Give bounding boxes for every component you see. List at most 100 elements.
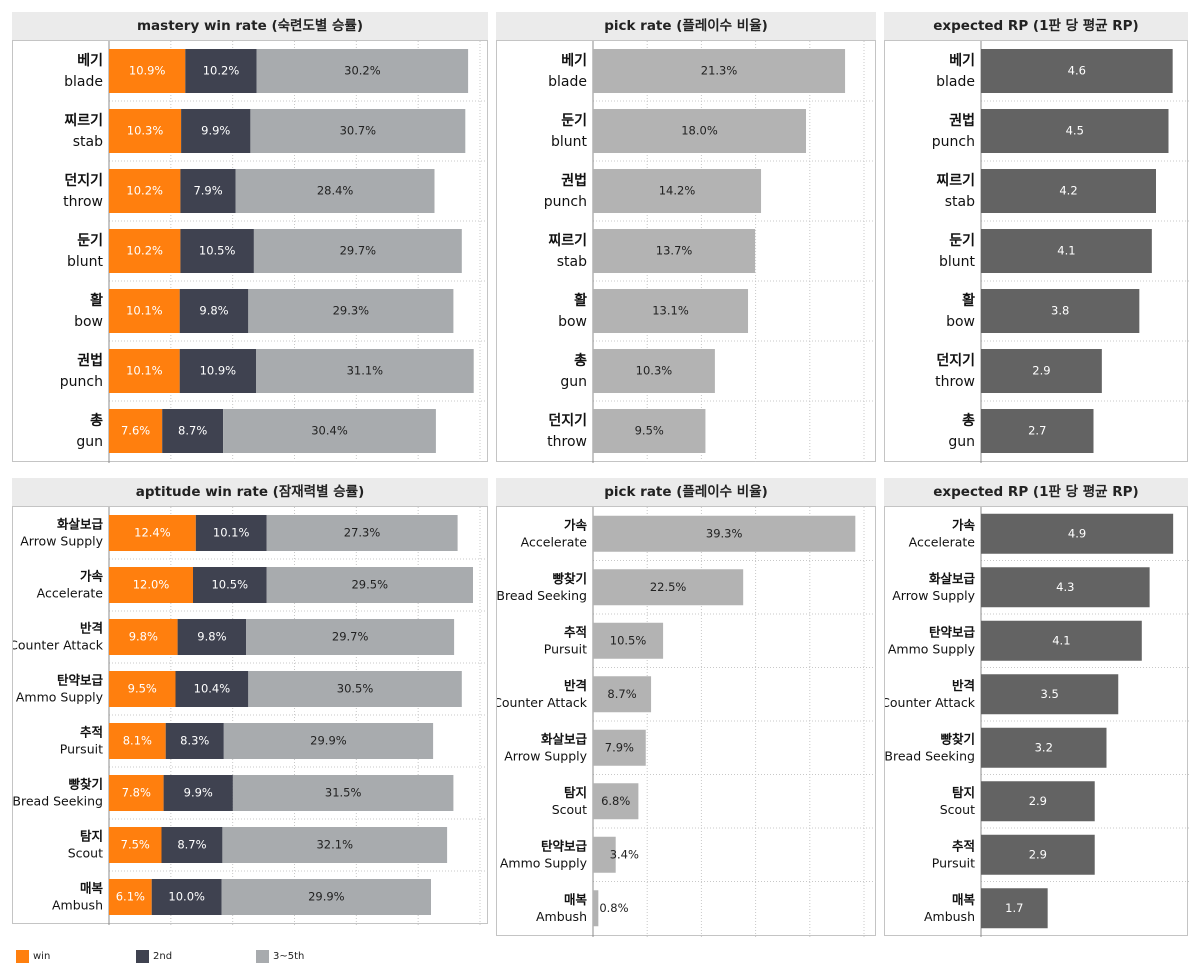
data-label-win-ambush: 6.1%	[116, 890, 145, 904]
weapon-expected-rp-plot: 베기 blade 4.6 권법 punch 4.5 찌르기 stab 4.2 둔기 blunt 4.1…	[932, 41, 1189, 463]
data-label-win-stab: 10.3%	[127, 124, 164, 138]
bar-blade	[981, 49, 1173, 93]
category-label-en-blunt: blunt	[551, 134, 588, 150]
bar-throw	[593, 409, 706, 453]
chart-title: mastery win rate (숙련도별 승률)	[12, 12, 488, 40]
data-label-3-5th-counter-attack: 29.7%	[332, 630, 369, 644]
category-label-en-accelerate: Accelerate	[521, 534, 588, 549]
chart-title: pick rate (플레이수 비율)	[496, 478, 876, 506]
data-label-accelerate: 4.9	[1068, 526, 1086, 540]
category-label-en-bread-seeking: Bread Seeking	[885, 748, 975, 763]
bar-throw	[981, 349, 1102, 393]
bar-ambush	[981, 888, 1048, 929]
data-label-2nd-counter-attack: 9.8%	[197, 630, 226, 644]
bar-3-5th-pursuit	[223, 723, 434, 759]
data-label-ambush: 0.8%	[599, 901, 628, 915]
legend-swatch	[16, 950, 29, 963]
data-label-ammo-supply: 3.4%	[610, 847, 639, 861]
aptitude-pick-rate-chart: pick rate (플레이수 비율) 가속 Accelerate 39.3% 빵찾기…	[496, 478, 877, 937]
data-label-2nd-blade: 10.2%	[203, 64, 240, 78]
data-label-counter-attack: 3.5	[1040, 687, 1058, 701]
bar-punch	[981, 109, 1169, 153]
data-label-2nd-ammo-supply: 10.4%	[194, 682, 231, 696]
data-label-win-counter-attack: 9.8%	[129, 630, 158, 644]
aptitude-win-rate-plot: 화살보급 Arrow Supply 12.4% 10.1% 27.3% 가속 Acceler…	[13, 507, 489, 925]
data-label-bow: 13.1%	[652, 304, 689, 318]
bar-win-bread-seeking	[109, 775, 164, 811]
data-label-2nd-punch: 10.9%	[200, 364, 237, 378]
chart-title: expected RP (1판 당 평균 RP)	[884, 12, 1188, 40]
data-label-win-bread-seeking: 7.8%	[122, 786, 151, 800]
category-label-en-blade: blade	[548, 74, 587, 90]
bar-2nd-ambush	[151, 879, 222, 915]
category-label-en-ambush: Ambush	[536, 909, 587, 924]
data-label-win-gun: 7.6%	[121, 424, 150, 438]
bar-win-scout	[109, 827, 162, 863]
bar-2nd-arrow-supply	[195, 515, 267, 551]
bar-scout	[981, 781, 1095, 822]
data-label-3-5th-blunt: 29.7%	[340, 244, 377, 258]
category-label-kr-arrow-supply: 화살보급	[929, 571, 976, 586]
category-label-en-stab: stab	[557, 254, 587, 270]
data-label-3-5th-gun: 30.4%	[311, 424, 348, 438]
data-label-2nd-scout: 8.7%	[177, 838, 206, 852]
category-label-kr-stab: 찌르기	[936, 173, 975, 189]
data-label-win-blunt: 10.2%	[126, 244, 163, 258]
category-label-en-throw: throw	[547, 434, 587, 450]
data-label-win-arrow-supply: 12.4%	[134, 526, 171, 540]
bar-3-5th-stab	[250, 109, 466, 153]
category-label-en-punch: punch	[544, 194, 587, 210]
data-label-2nd-bread-seeking: 9.9%	[184, 786, 213, 800]
aptitude-expected-rp-plot: 가속 Accelerate 4.9 화살보급 Arrow Supply 4.3 탄약보급 Am…	[885, 507, 1189, 937]
category-label-en-ambush: Ambush	[924, 909, 975, 924]
data-label-gun: 2.7	[1028, 424, 1046, 438]
data-label-accelerate: 39.3%	[706, 526, 743, 540]
data-label-3-5th-scout: 32.1%	[316, 838, 353, 852]
data-label-2nd-pursuit: 8.3%	[180, 734, 209, 748]
category-label-kr-bow: 활	[962, 292, 975, 309]
bar-blunt	[593, 109, 807, 153]
data-label-ammo-supply: 4.1	[1052, 633, 1070, 647]
category-label-en-arrow-supply: Arrow Supply	[892, 588, 975, 603]
bar-2nd-pursuit	[165, 723, 224, 759]
data-label-ambush: 1.7	[1005, 901, 1023, 915]
data-label-blade: 21.3%	[701, 64, 738, 78]
bar-2nd-bow	[179, 289, 249, 333]
category-label-kr-accelerate: 가속	[952, 517, 976, 532]
bar-3-5th-blade	[256, 49, 469, 93]
bar-ambush	[593, 890, 599, 927]
category-label-kr-ammo-supply: 탄약보급	[541, 838, 588, 853]
category-label-en-bow: bow	[558, 314, 587, 330]
category-label-en-bread-seeking: Bread Seeking	[497, 588, 587, 603]
bar-2nd-accelerate	[193, 567, 267, 603]
bar-2nd-counter-attack	[177, 619, 247, 655]
data-label-3-5th-bow: 29.3%	[333, 304, 370, 318]
data-label-scout: 2.9	[1029, 794, 1047, 808]
category-label-en-ammo-supply: Ammo Supply	[500, 855, 588, 870]
bar-gun	[593, 349, 715, 393]
bar-3-5th-accelerate	[266, 567, 473, 603]
bar-3-5th-punch	[256, 349, 474, 393]
bar-bread-seeking	[593, 569, 744, 606]
bar-3-5th-throw	[235, 169, 435, 213]
category-label-en-counter-attack: Counter Attack	[497, 695, 588, 710]
category-label-kr-pursuit: 추적	[564, 624, 587, 639]
bar-win-throw	[109, 169, 181, 213]
bar-accelerate	[593, 515, 856, 552]
bar-blade	[593, 49, 846, 93]
legend-item-2nd: 2nd	[136, 946, 172, 965]
category-label-kr-arrow-supply: 화살보급	[57, 517, 104, 532]
bar-bow	[593, 289, 749, 333]
bar-win-punch	[109, 349, 180, 393]
category-label-en-blade: blade	[936, 74, 975, 90]
data-label-3-5th-ammo-supply: 30.5%	[337, 682, 374, 696]
category-label-en-counter-attack: Counter Attack	[885, 695, 976, 710]
data-label-2nd-accelerate: 10.5%	[211, 578, 248, 592]
bar-punch	[593, 169, 762, 213]
category-label-en-ammo-supply: Ammo Supply	[888, 641, 976, 656]
category-label-kr-throw: 던지기	[64, 172, 103, 189]
data-label-3-5th-stab: 30.7%	[340, 124, 377, 138]
category-label-kr-blunt: 둔기	[561, 113, 587, 129]
category-label-en-arrow-supply: Arrow Supply	[20, 534, 103, 549]
category-label-en-throw: throw	[935, 374, 975, 390]
